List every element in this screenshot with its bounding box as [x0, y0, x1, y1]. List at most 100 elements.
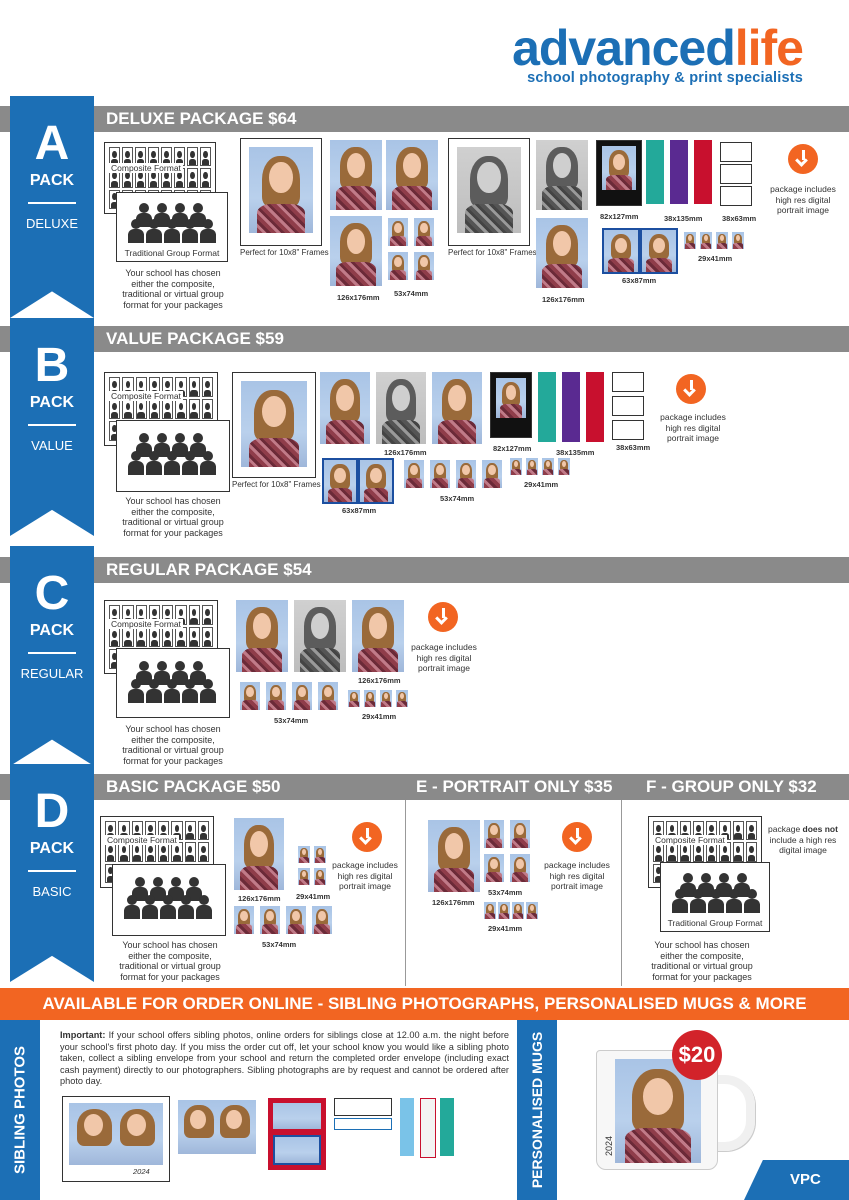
name-tag [720, 186, 752, 206]
package-a-title: DELUXE PACKAGE $64 [106, 109, 297, 128]
group-format-label: Traditional Group Format [667, 918, 763, 928]
portrait-photo [318, 682, 338, 710]
sibling-magnet [268, 1098, 326, 1170]
sibling-photo [273, 1103, 321, 1129]
group-format-icon [112, 864, 226, 936]
size-label: 53x74mm [440, 494, 475, 503]
portrait-photo [249, 147, 313, 233]
package-a-ribbon: A PACK DELUXE [10, 96, 94, 318]
footer-code: VPC [790, 1171, 821, 1188]
portrait-photo [286, 906, 306, 934]
portrait-photo [234, 818, 284, 890]
sibling-photo [178, 1100, 256, 1154]
ribbon-pack-label: PACK [29, 394, 75, 411]
sibling-name-tags [334, 1118, 392, 1130]
ribbon-pack-label: PACK [29, 622, 75, 639]
portrait-photo [414, 252, 434, 280]
download-icon [428, 602, 458, 632]
composite-format-icon: Composite Format [104, 142, 216, 214]
group-choice-note: Your school has chosen either the compos… [122, 724, 224, 766]
size-label: 53x74mm [394, 289, 429, 298]
group-choice-note: Your school has chosen either the compos… [651, 940, 753, 982]
portrait-photo [298, 846, 310, 863]
portrait-photo [298, 868, 310, 885]
portrait-photo [456, 460, 476, 488]
portrait-photo [482, 460, 502, 488]
bookmark-teal [646, 140, 664, 204]
size-label: 29x41mm [362, 712, 397, 721]
sibling-mini-prints [334, 1098, 392, 1116]
magnet-print [358, 458, 394, 504]
size-label: 29x41mm [698, 254, 733, 263]
size-label: 126x176mm [358, 676, 401, 685]
framed-print-82x127 [596, 140, 642, 206]
package-a-band [0, 106, 849, 132]
size-label: 82x127mm [600, 212, 639, 221]
personalised-mugs-sidebar [517, 1020, 557, 1200]
portrait-photo [314, 868, 326, 885]
portrait-photo [241, 381, 307, 467]
portrait-photo [260, 906, 280, 934]
portrait-photo [234, 906, 254, 934]
package-b-band [0, 326, 849, 352]
group-choice-note: Your school has chosen either the compos… [122, 496, 224, 538]
logo-tagline: school photography & print specialists [527, 70, 803, 86]
download-icon [788, 144, 818, 174]
portrait-photo [396, 690, 408, 707]
portrait-photo-bw [536, 140, 588, 210]
size-label: 29x41mm [524, 480, 559, 489]
brand-logo: advancedlife school photography & print … [512, 23, 804, 86]
size-label: 63x87mm [342, 506, 377, 515]
footer-code-tab [744, 1160, 849, 1200]
portrait-photo [320, 372, 370, 444]
size-label: 126x176mm [542, 295, 585, 304]
composite-format-label: Composite Format [653, 835, 727, 845]
download-icon [562, 822, 592, 852]
bookmark-teal [538, 372, 556, 442]
mug-handle [712, 1075, 755, 1151]
bookmark-purple [562, 372, 580, 442]
group-choice-note: Your school has chosen either the compos… [119, 940, 221, 982]
composite-format-label: Composite Format [109, 391, 183, 401]
portrait-photo [386, 140, 438, 210]
portrait-photo [512, 902, 524, 919]
sibling-bookmark-white [420, 1098, 436, 1158]
portrait-photo [404, 460, 424, 488]
size-label: 63x87mm [622, 276, 657, 285]
portrait-photo [484, 902, 496, 919]
portrait-photo [430, 460, 450, 488]
sibling-bookmark-teal [440, 1098, 454, 1156]
portrait-photo [510, 854, 530, 882]
package-c-band [0, 557, 849, 583]
size-label: 53x74mm [274, 716, 309, 725]
portrait-photo [364, 690, 376, 707]
name-tag [720, 164, 752, 184]
size-label: 29x41mm [488, 924, 523, 933]
portrait-photo [700, 232, 712, 249]
portrait-photo [716, 232, 728, 249]
size-label: 38x135mm [664, 214, 703, 223]
name-tag [612, 396, 644, 416]
frame-10x8-bw [448, 138, 530, 246]
portrait-photo [312, 906, 332, 934]
package-b-title: VALUE PACKAGE $59 [106, 329, 284, 348]
frame-note: Perfect for 10x8" Frames [240, 248, 329, 257]
bookmark-red [586, 372, 604, 442]
sibling-bookmark-blue [400, 1098, 414, 1156]
portrait-photo [240, 682, 260, 710]
portrait-photo [602, 146, 636, 190]
portrait-photo [236, 600, 288, 672]
mug-year: 2024 [604, 1135, 615, 1157]
package-d-ribbon: D PACK BASIC [10, 764, 94, 982]
portrait-photo [432, 372, 482, 444]
ribbon-pack-label: PACK [29, 840, 75, 857]
size-label: 38x135mm [556, 448, 595, 457]
portrait-photo [314, 846, 326, 863]
personalised-mugs-label: PERSONALISED MUGS [529, 1031, 545, 1189]
portrait-photo [496, 378, 526, 418]
portrait-photo [526, 458, 538, 475]
portrait-photo [352, 600, 404, 672]
digital-included-note: package includes high res digital portra… [411, 642, 477, 673]
digital-included-note: package includes high res digital portra… [770, 184, 836, 215]
size-label: 126x176mm [432, 898, 475, 907]
